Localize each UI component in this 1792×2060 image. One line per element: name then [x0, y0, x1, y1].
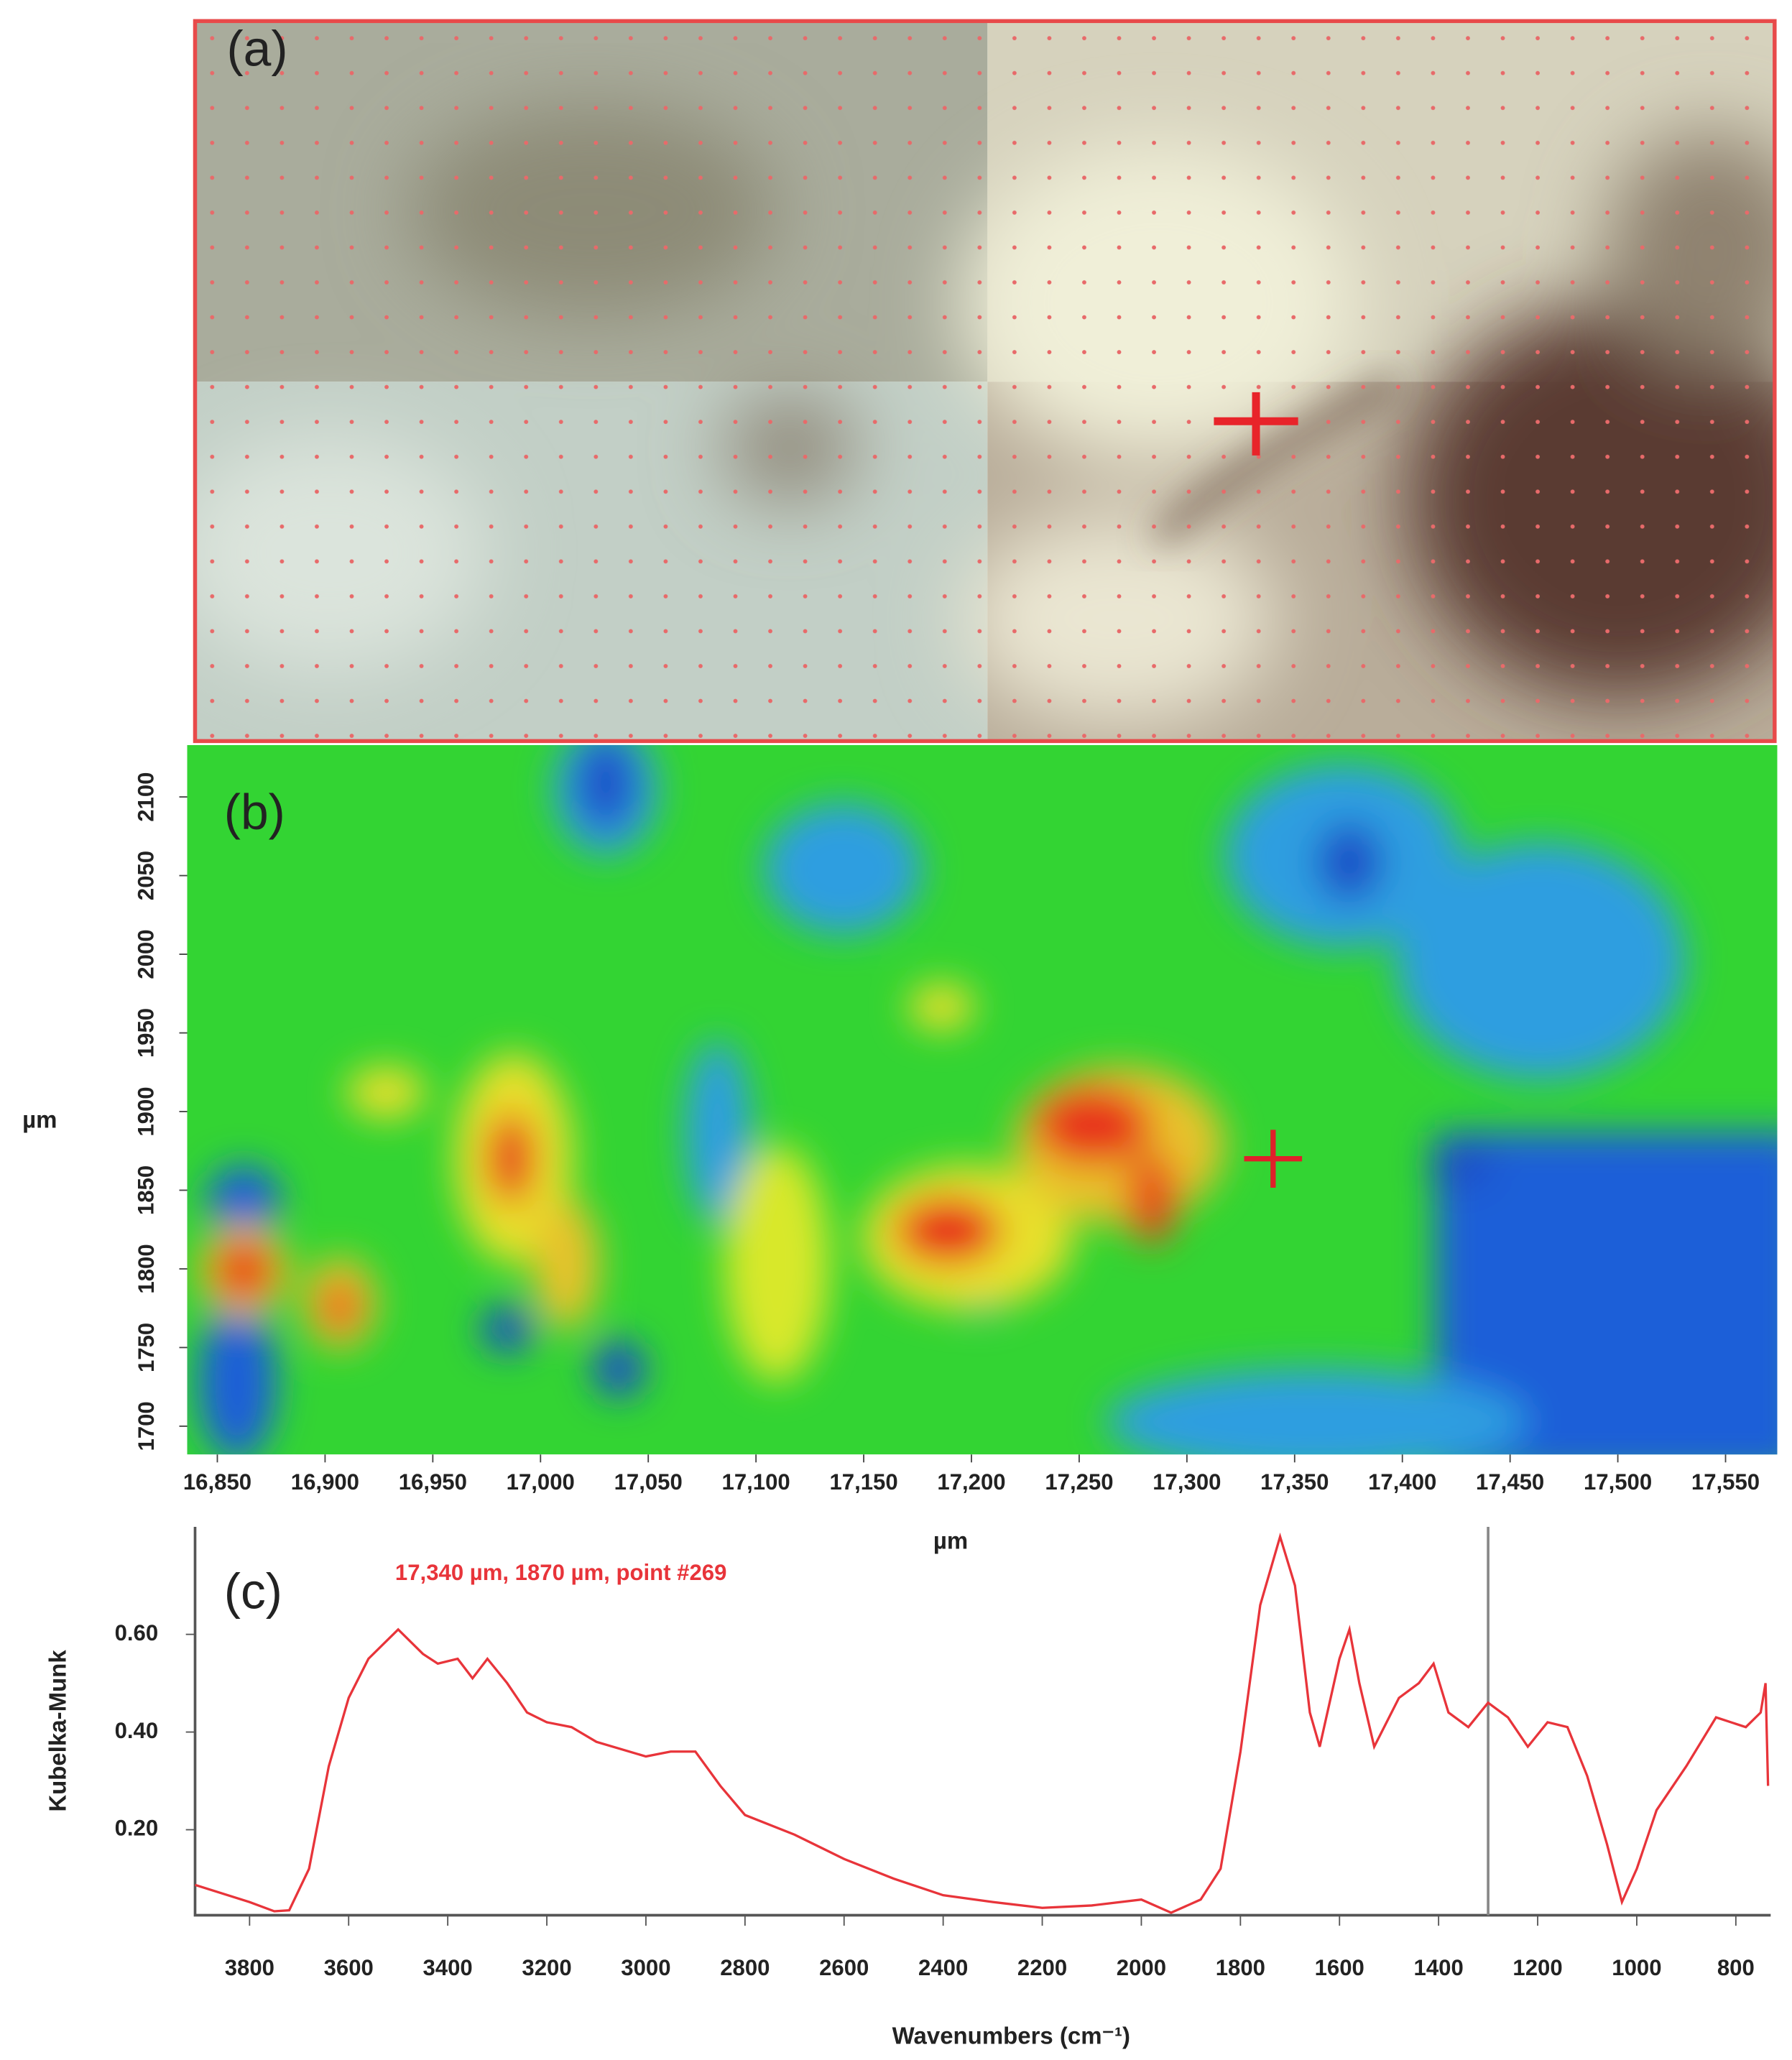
x-tick-label: 800 — [1717, 1955, 1755, 1980]
x-tick-label: 1200 — [1512, 1955, 1562, 1980]
x-tick-label: 2200 — [1017, 1955, 1067, 1980]
x-tick-label: 17,150 — [829, 1469, 897, 1495]
x-tick-label: 16,950 — [399, 1469, 467, 1495]
x-tick-label: 17,450 — [1476, 1469, 1544, 1495]
y-tick-label: 1700 — [134, 1401, 159, 1451]
x-tick-label: 3800 — [225, 1955, 274, 1980]
panel-label: (c) — [224, 1564, 282, 1620]
y-tick-label: 2000 — [134, 929, 159, 979]
panel-label: (b) — [224, 784, 285, 840]
x-tick-label: 17,400 — [1368, 1469, 1436, 1495]
x-tick-label: 17,250 — [1045, 1469, 1113, 1495]
y-tick-label: 1800 — [134, 1244, 159, 1293]
heatmap-field — [187, 744, 1778, 1455]
x-tick-label: 17,300 — [1153, 1469, 1221, 1495]
x-tick-label: 17,000 — [507, 1469, 575, 1495]
x-axis-label: Wavenumbers (cm⁻¹) — [892, 2023, 1130, 2049]
y-tick-label: 1900 — [134, 1086, 159, 1136]
x-tick-label: 3200 — [522, 1955, 571, 1980]
axis-frame — [193, 1527, 1771, 1917]
x-tick-label: 16,850 — [183, 1469, 251, 1495]
x-tick-label: 3600 — [324, 1955, 374, 1980]
x-tick-label: 3400 — [423, 1955, 473, 1980]
x-tick-label: 2800 — [720, 1955, 770, 1980]
y-axis-label: Kubelka-Munk — [44, 1650, 70, 1812]
x-tick-label: 16,900 — [291, 1469, 359, 1495]
spectrum-line — [194, 1532, 1770, 1914]
x-tick-label: 2400 — [918, 1955, 968, 1980]
micrograph-frame — [193, 19, 1777, 744]
x-tick-label: 17,500 — [1584, 1469, 1652, 1495]
y-tick-label: 1750 — [134, 1323, 159, 1372]
x-tick-label: 17,350 — [1260, 1469, 1329, 1495]
panel-label: (a) — [226, 21, 287, 77]
y-tick-label: 0.40 — [115, 1718, 159, 1743]
heatmap-marker — [1244, 1130, 1303, 1188]
x-tick-label: 17,200 — [937, 1469, 1005, 1495]
x-axis-label: µm — [933, 1528, 968, 1554]
x-tick-label: 17,550 — [1691, 1469, 1760, 1495]
x-tick-label: 1000 — [1612, 1955, 1661, 1980]
x-tick-label: 2000 — [1117, 1955, 1166, 1980]
micrograph — [195, 21, 1775, 742]
y-tick-label: 0.20 — [115, 1816, 159, 1841]
x-tick-label: 17,050 — [614, 1469, 683, 1495]
y-axis-label: µm — [22, 1107, 57, 1133]
x-tick-label: 3000 — [621, 1955, 670, 1980]
x-tick-label: 17,100 — [722, 1469, 790, 1495]
y-tick-label: 1950 — [134, 1008, 159, 1058]
y-tick-label: 1850 — [134, 1165, 159, 1215]
y-tick-label: 0.60 — [115, 1620, 159, 1645]
x-tick-label: 1800 — [1216, 1955, 1265, 1980]
x-tick-label: 1600 — [1315, 1955, 1364, 1980]
y-tick-label: 2050 — [134, 851, 159, 900]
x-tick-label: 1400 — [1414, 1955, 1464, 1980]
x-tick-label: 2600 — [819, 1955, 869, 1980]
y-tick-label: 2100 — [134, 772, 159, 822]
annotation: 17,340 µm, 1870 µm, point #269 — [395, 1560, 726, 1585]
